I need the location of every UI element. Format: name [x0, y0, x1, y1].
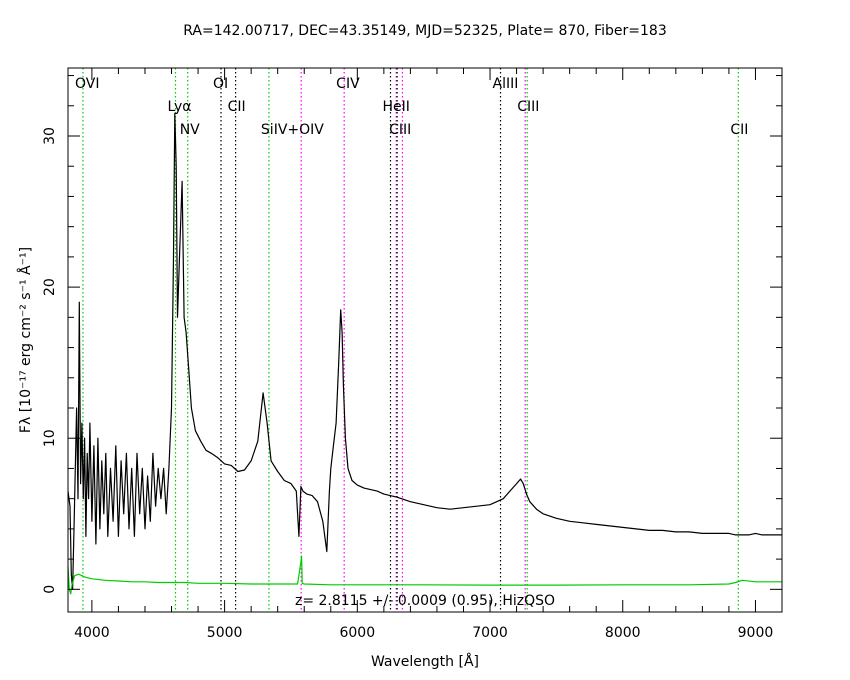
y-axis-label: Fλ [10⁻¹⁷ erg cm⁻² s⁻¹ Å⁻¹] — [17, 247, 34, 433]
axis-ticks — [68, 68, 783, 612]
plot-frame — [67, 67, 783, 613]
y-tick-label: 20 — [42, 278, 58, 296]
line-markers — [82, 68, 739, 612]
line-label: CII — [228, 99, 246, 115]
line-label: OVI — [75, 76, 99, 92]
x-tick-label: 9000 — [738, 625, 774, 641]
y-tick-label: 0 — [42, 585, 58, 594]
redshift-annotation: z= 2.8115 +/- 0.0009 (0.95), HizQSO — [295, 593, 555, 609]
flux-series-line — [67, 112, 782, 590]
line-label: NV — [180, 122, 200, 138]
series-group — [67, 112, 782, 595]
y-tick-label: 10 — [42, 429, 58, 447]
x-tick-label: 6000 — [339, 625, 375, 641]
line-labels: OVILyαNVOICIISiIV+OIVCIVHeIICIIIAlIIICII… — [75, 76, 748, 138]
error-series-line — [67, 555, 782, 595]
y-tick-label: 30 — [42, 127, 58, 145]
x-tick-label: 4000 — [74, 625, 110, 641]
x-tick-label: 5000 — [207, 625, 243, 641]
line-label: CIV — [336, 76, 360, 92]
x-tick-label: 7000 — [472, 625, 508, 641]
line-label: Lyα — [167, 99, 191, 115]
line-label: OI — [213, 76, 228, 92]
chart-title: RA=142.00717, DEC=43.35149, MJD=52325, P… — [183, 23, 667, 39]
line-label: CII — [730, 122, 748, 138]
line-label: CIII — [389, 122, 411, 138]
tick-labels: 4000 5000 6000 7000 8000 9000 0 10 20 30 — [42, 127, 773, 641]
x-tick-label: 8000 — [605, 625, 641, 641]
line-label: AlIII — [493, 76, 519, 92]
line-label: CIII — [517, 99, 539, 115]
x-axis-label: Wavelength [Å] — [371, 653, 479, 670]
line-label: SiIV+OIV — [261, 122, 324, 138]
line-label: HeII — [382, 99, 409, 115]
